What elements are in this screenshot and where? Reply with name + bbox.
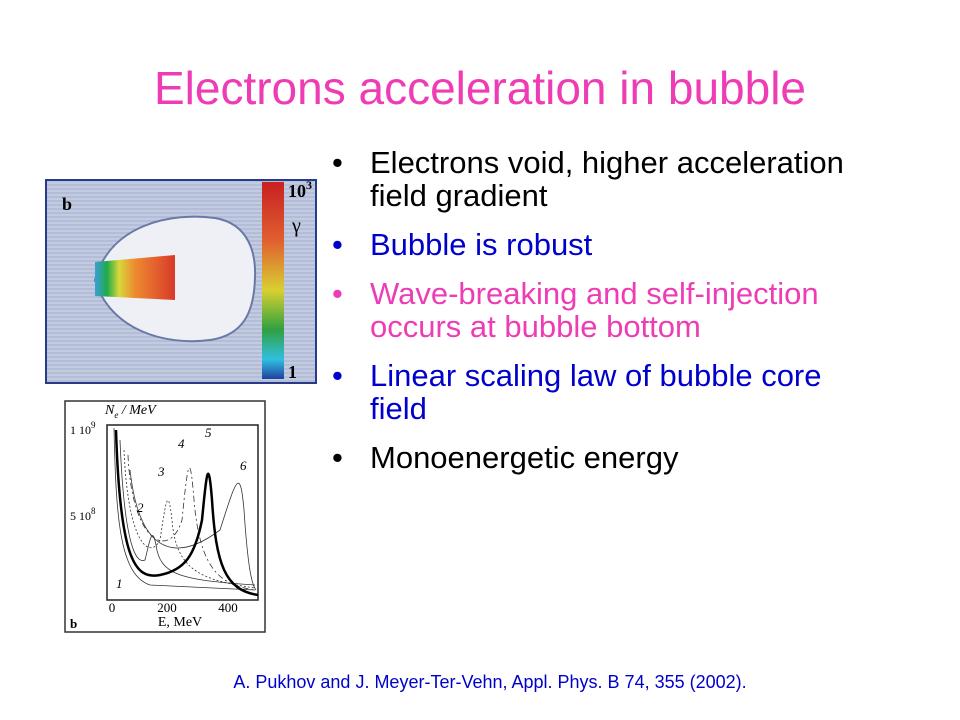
bubble-figure: b 103 γ 1 <box>45 178 317 384</box>
curve-label: 5 <box>205 425 212 440</box>
slide-title: Electrons acceleration in bubble <box>153 62 807 114</box>
y-tick-base: 1 10 <box>70 423 91 437</box>
x-tick-label: 200 <box>157 600 177 615</box>
x-tick-label: 400 <box>218 600 238 615</box>
x-tick-label: 0 <box>109 600 116 615</box>
curve-label: 1 <box>116 576 123 591</box>
panel-label: b <box>62 194 72 214</box>
y-tick-label: 1 109 <box>70 420 96 437</box>
citation: A. Pukhov and J. Meyer-Ter-Vehn, Appl. P… <box>233 672 747 692</box>
bullet-item: Wave-breaking and self-injection occurs … <box>332 277 870 343</box>
curve-label: 2 <box>137 500 144 515</box>
colorbar-top-label: 103 <box>288 178 312 201</box>
y-axis-label: Ne / MeV <box>104 403 157 420</box>
colorbar-top-base: 10 <box>288 181 306 201</box>
y-tick-base: 5 10 <box>70 509 91 523</box>
bullet-item: Bubble is robust <box>332 228 870 261</box>
bullet-item: Electrons void, higher acceleration fiel… <box>332 146 870 212</box>
spectrum-figure: Ne / MeV 1 109 5 108 0 200 400 E, MeV b 1 2 34… <box>64 400 266 633</box>
curve-label: 4 <box>178 436 185 451</box>
y-axis-label-main: N <box>104 403 115 418</box>
colorbar-label: γ <box>291 215 301 237</box>
bullet-list: Electrons void, higher acceleration fiel… <box>332 146 892 490</box>
y-tick-label: 5 108 <box>70 506 96 523</box>
y-tick-exp: 8 <box>91 506 96 516</box>
panel-label: b <box>70 616 77 631</box>
colorbar-bottom-label: 1 <box>288 362 297 382</box>
bullet-item: Linear scaling law of bubble core field <box>332 359 870 425</box>
curve-label: 6 <box>240 458 247 473</box>
x-axis-label: E, MeV <box>158 615 202 630</box>
y-tick-exp: 9 <box>91 420 96 430</box>
colorbar-top-exp: 3 <box>306 178 312 192</box>
y-axis-label-unit: / MeV <box>118 403 157 418</box>
bullet-item: Monoenergetic energy <box>332 441 870 474</box>
curve-label: 3 <box>157 464 165 479</box>
y-axis-label-sub: e <box>114 410 118 420</box>
